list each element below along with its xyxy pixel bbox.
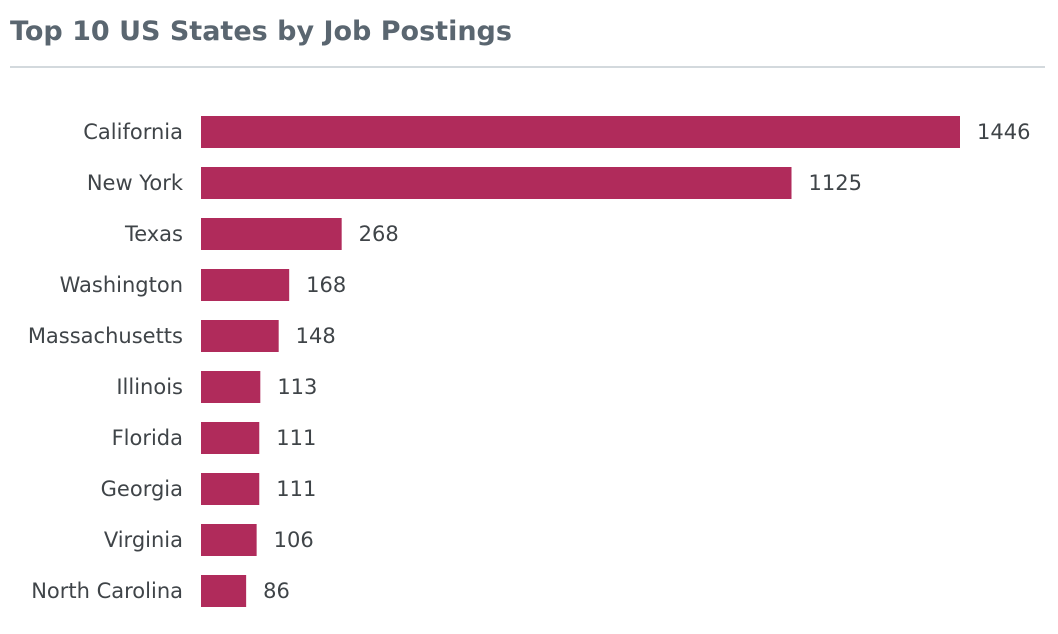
value-label: 268 xyxy=(359,222,399,246)
bar xyxy=(201,473,260,505)
value-label: 148 xyxy=(296,324,336,348)
category-label: New York xyxy=(87,171,184,195)
bar xyxy=(201,218,342,250)
bar xyxy=(201,575,247,607)
category-label: Texas xyxy=(124,222,183,246)
value-label: 1446 xyxy=(977,120,1030,144)
bar xyxy=(201,167,792,199)
bar xyxy=(201,524,257,556)
chart-header: Top 10 US States by Job Postings xyxy=(10,0,1045,68)
bar xyxy=(201,320,279,352)
category-label: Illinois xyxy=(116,375,183,399)
value-label: 106 xyxy=(274,528,314,552)
category-label: Georgia xyxy=(101,477,183,501)
bar xyxy=(201,269,290,301)
category-label: California xyxy=(83,120,183,144)
bar xyxy=(201,116,960,148)
value-label: 86 xyxy=(263,579,290,603)
value-label: 111 xyxy=(276,477,316,501)
value-label: 111 xyxy=(276,426,316,450)
value-label: 113 xyxy=(277,375,317,399)
bar xyxy=(201,371,261,403)
value-label: 1125 xyxy=(809,171,862,195)
chart-title: Top 10 US States by Job Postings xyxy=(10,16,512,47)
category-label: Washington xyxy=(60,273,183,297)
category-label: North Carolina xyxy=(31,579,183,603)
category-label: Florida xyxy=(112,426,183,450)
value-label: 168 xyxy=(306,273,346,297)
category-label: Massachusetts xyxy=(28,324,183,348)
category-label: Virginia xyxy=(104,528,183,552)
bar xyxy=(201,422,260,454)
